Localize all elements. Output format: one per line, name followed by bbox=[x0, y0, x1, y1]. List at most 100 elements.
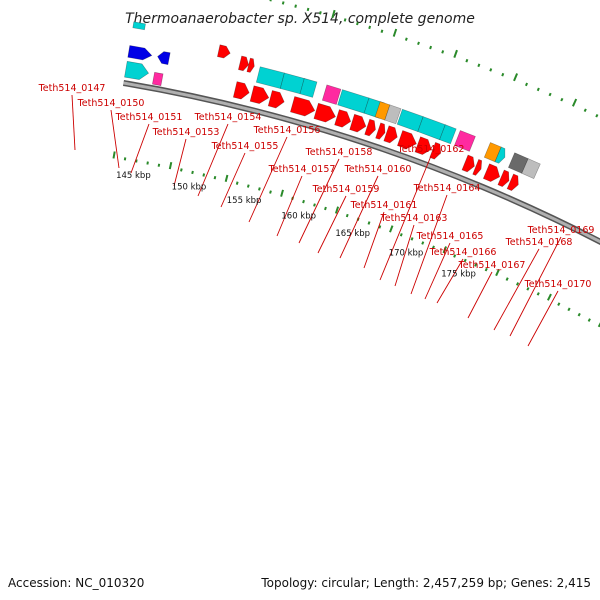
outer-tick bbox=[441, 50, 445, 54]
gene-label: Teth514_0154 bbox=[194, 112, 262, 123]
gene-label: Teth514_0153 bbox=[152, 127, 220, 138]
outer-tick bbox=[571, 98, 578, 107]
gene-label: Teth514_0150 bbox=[77, 98, 145, 109]
gene-leader-line bbox=[110, 109, 120, 169]
outer-tick bbox=[306, 7, 310, 12]
inner-tick bbox=[246, 184, 250, 188]
inner-tick bbox=[112, 151, 116, 159]
gene-arrow-forward bbox=[232, 81, 250, 100]
gene-label: Teth514_0157 bbox=[268, 164, 336, 175]
inner-tick bbox=[547, 293, 552, 301]
gene-arrow-forward bbox=[461, 154, 475, 173]
gene-arrow-reverse bbox=[157, 51, 171, 65]
outer-tick bbox=[269, 0, 272, 2]
inner-tick bbox=[515, 282, 520, 286]
outer-tick bbox=[356, 21, 359, 26]
outer-tick bbox=[429, 45, 433, 50]
gene-leader-line bbox=[339, 175, 379, 259]
gene-leader-line bbox=[130, 123, 150, 174]
gene-label: Teth514_0162 bbox=[397, 144, 465, 155]
ticks-layer bbox=[112, 0, 600, 328]
gene-arrow-forward bbox=[375, 122, 386, 140]
scale-label: 170 kbp bbox=[389, 248, 424, 258]
inner-tick bbox=[378, 225, 382, 229]
gene-box bbox=[152, 71, 164, 87]
gene-leader-line bbox=[276, 175, 303, 237]
map-title: Thermoanaerobacter sp. X514, complete ge… bbox=[125, 11, 475, 27]
inner-tick bbox=[495, 268, 500, 277]
gene-label: Teth514_0159 bbox=[312, 184, 380, 195]
outer-tick bbox=[465, 58, 469, 63]
inner-tick bbox=[146, 161, 149, 165]
gene-labels-layer: Teth514_0147 Teth514_0150 Teth514_0151 Teth… bbox=[38, 83, 594, 347]
gene-label: Teth514_0167 bbox=[458, 260, 526, 271]
outer-tick bbox=[380, 29, 384, 33]
inner-tick bbox=[421, 241, 425, 245]
gene-leader-line bbox=[363, 211, 385, 269]
gene-leader-line bbox=[410, 194, 448, 295]
outer-tick bbox=[595, 113, 599, 118]
gene-arrow-forward bbox=[364, 118, 376, 137]
inner-tick bbox=[191, 170, 194, 175]
inner-tick bbox=[442, 246, 448, 254]
inner-tick bbox=[536, 292, 540, 296]
gene-leader-line bbox=[71, 94, 76, 151]
inner-tick bbox=[202, 173, 206, 177]
gene-leader-line bbox=[197, 123, 229, 197]
gene-arrow-forward bbox=[472, 159, 483, 176]
gene-label: Teth514_0166 bbox=[429, 247, 497, 258]
gene-arrow-forward bbox=[497, 169, 510, 187]
inner-tick bbox=[324, 206, 327, 211]
outer-tick bbox=[404, 37, 408, 41]
inner-tick bbox=[453, 254, 457, 258]
scale-label: 155 kbp bbox=[227, 196, 262, 206]
gene-label: Teth514_0156 bbox=[253, 125, 321, 136]
outer-tick bbox=[501, 72, 505, 77]
inner-tick bbox=[334, 206, 340, 214]
gene-label: Teth514_0151 bbox=[115, 112, 183, 123]
features-layer bbox=[124, 21, 541, 191]
outer-tick bbox=[513, 73, 519, 82]
gene-label: Teth514_0158 bbox=[305, 147, 373, 158]
inner-tick bbox=[399, 233, 403, 237]
gene-leader-line bbox=[527, 290, 559, 347]
inner-tick bbox=[431, 245, 435, 250]
inner-tick bbox=[367, 221, 371, 225]
gene-arrow-forward bbox=[506, 173, 519, 191]
gene-arrow-forward bbox=[313, 102, 336, 123]
gene-arrow-forward bbox=[414, 136, 432, 155]
inner-tick bbox=[484, 267, 488, 272]
gene-box bbox=[439, 124, 457, 145]
scale-label: 175 kbp bbox=[441, 270, 476, 280]
outer-tick bbox=[524, 82, 529, 87]
backbone-ring bbox=[123, 81, 600, 244]
gene-arrow-forward bbox=[127, 45, 153, 61]
outer-tick bbox=[453, 49, 458, 58]
scale-label: 160 kbp bbox=[281, 212, 316, 222]
backbone-layer bbox=[122, 80, 600, 246]
gene-arrow-forward bbox=[429, 142, 442, 160]
outer-tick bbox=[294, 4, 297, 8]
gene-box bbox=[299, 78, 318, 98]
outer-tick bbox=[319, 11, 322, 15]
inner-tick bbox=[235, 181, 239, 185]
gene-arrow-forward bbox=[249, 85, 270, 104]
gene-box bbox=[255, 66, 285, 89]
gene-arrow-forward bbox=[217, 44, 231, 59]
inner-tick bbox=[213, 175, 217, 180]
inner-tick bbox=[302, 199, 305, 204]
gene-label: Teth514_0155 bbox=[211, 141, 279, 152]
gene-arrow-forward bbox=[383, 125, 398, 144]
inner-tick bbox=[597, 322, 600, 328]
outer-tick bbox=[536, 87, 540, 92]
gene-leader-line bbox=[298, 158, 340, 244]
gene-box bbox=[494, 146, 506, 164]
gene-arrow-forward bbox=[334, 109, 352, 128]
inner-tick bbox=[168, 161, 173, 170]
gene-arrow-forward bbox=[349, 113, 367, 133]
inner-tick bbox=[410, 237, 414, 241]
gene-leader-line bbox=[467, 271, 493, 319]
gene-label: Teth514_0165 bbox=[416, 231, 484, 242]
inner-tick bbox=[280, 189, 284, 197]
